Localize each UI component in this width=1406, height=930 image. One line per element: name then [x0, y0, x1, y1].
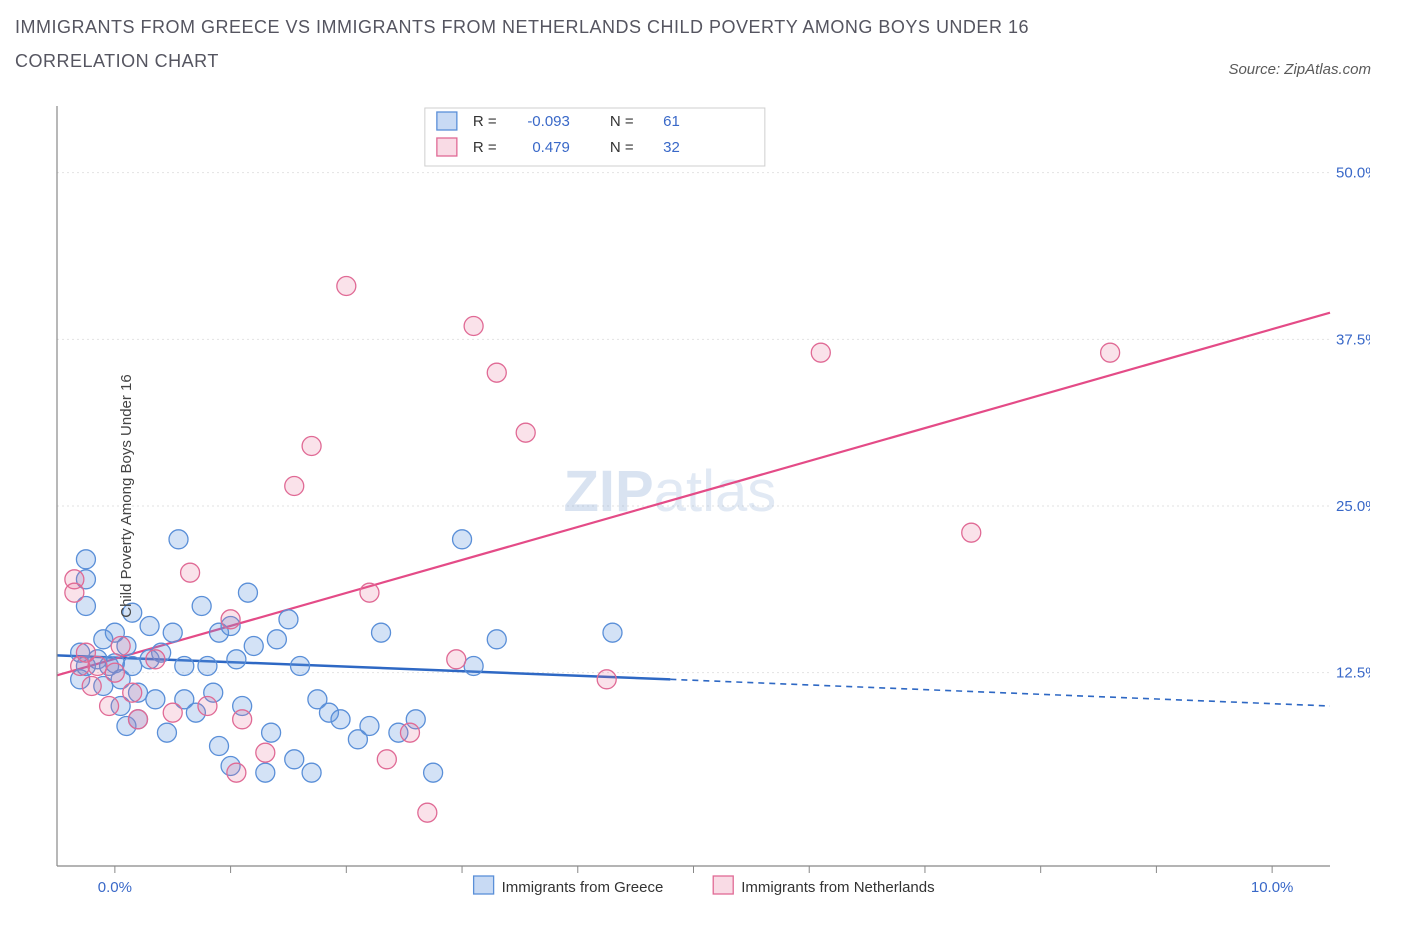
data-point [418, 804, 437, 823]
data-point [285, 477, 304, 496]
data-point [181, 564, 200, 583]
legend-r-label: R = [473, 139, 497, 156]
header: IMMIGRANTS FROM GREECE VS IMMIGRANTS FRO… [15, 10, 1391, 78]
chart-container: Child Poverty Among Boys Under 16 12.5% 2… [15, 86, 1391, 906]
data-point [603, 624, 622, 643]
data-point [105, 664, 124, 683]
legend-swatch [437, 112, 457, 130]
data-point [123, 684, 142, 703]
data-point [175, 657, 194, 676]
data-point [372, 624, 391, 643]
data-point [962, 524, 981, 543]
y-axis-label: Child Poverty Among Boys Under 16 [118, 375, 135, 618]
source-attribution: Source: ZipAtlas.com [1228, 61, 1391, 78]
data-point [597, 670, 616, 689]
series-legend-label: Immigrants from Greece [502, 879, 664, 896]
data-point [447, 650, 466, 669]
data-point [256, 764, 275, 783]
series-legend-label: Immigrants from Netherlands [741, 879, 934, 896]
data-point [244, 637, 263, 656]
data-point [262, 724, 281, 743]
data-point [157, 724, 176, 743]
x-tick-label: 10.0% [1251, 879, 1294, 896]
y-tick-label: 37.5% [1336, 332, 1370, 349]
data-point [291, 657, 310, 676]
data-point [65, 570, 84, 589]
data-point [227, 764, 246, 783]
data-point [146, 650, 165, 669]
legend-r-label: R = [473, 113, 497, 130]
legend-n-value: 61 [663, 113, 680, 130]
data-point [238, 584, 257, 603]
data-point [210, 737, 229, 756]
data-point [227, 650, 246, 669]
data-point [400, 724, 419, 743]
legend-swatch [713, 876, 733, 894]
data-point [169, 530, 188, 549]
data-point [464, 657, 483, 676]
data-point [221, 610, 240, 629]
data-point [100, 697, 119, 716]
data-point [82, 677, 101, 696]
x-tick-label: 0.0% [98, 879, 132, 896]
chart-title: IMMIGRANTS FROM GREECE VS IMMIGRANTS FRO… [15, 10, 1115, 78]
data-point [453, 530, 472, 549]
data-point [285, 750, 304, 769]
trend-line-netherlands [57, 313, 1330, 676]
data-point [424, 764, 443, 783]
scatter-chart: 12.5% 25.0% 37.5% 50.0% ZIPatlas 0.0% 10.0% R =… [15, 86, 1370, 906]
legend-n-label: N = [610, 139, 634, 156]
data-point [337, 277, 356, 296]
data-point [192, 597, 211, 616]
data-point [1101, 344, 1120, 363]
data-point [88, 657, 107, 676]
legend-swatch [474, 876, 494, 894]
data-point [76, 550, 95, 569]
data-point [198, 657, 217, 676]
data-point [377, 750, 396, 769]
data-point [123, 657, 142, 676]
data-point [302, 437, 321, 456]
y-tick-label: 25.0% [1336, 498, 1370, 515]
data-point [146, 690, 165, 709]
data-point [198, 697, 217, 716]
data-point [811, 344, 830, 363]
data-point [111, 637, 130, 656]
data-point [487, 630, 506, 649]
data-point [163, 624, 182, 643]
legend-r-value: 0.479 [532, 139, 570, 156]
data-point [129, 710, 148, 729]
data-point [279, 610, 298, 629]
trend-line-greece-extrapolated [670, 680, 1330, 707]
legend-n-value: 32 [663, 139, 680, 156]
data-point [464, 317, 483, 336]
data-point [140, 617, 159, 636]
watermark: ZIPatlas [564, 459, 777, 524]
legend-n-label: N = [610, 113, 634, 130]
data-point [360, 717, 379, 736]
data-point [487, 364, 506, 383]
legend-r-value: -0.093 [527, 113, 570, 130]
data-point [360, 584, 379, 603]
data-point [302, 764, 321, 783]
data-point [516, 424, 535, 443]
legend-swatch [437, 138, 457, 156]
y-tick-label: 12.5% [1336, 665, 1370, 682]
data-point [267, 630, 286, 649]
data-point [256, 744, 275, 763]
data-point [233, 710, 252, 729]
y-tick-label: 50.0% [1336, 165, 1370, 182]
data-point [163, 704, 182, 723]
data-point [331, 710, 350, 729]
